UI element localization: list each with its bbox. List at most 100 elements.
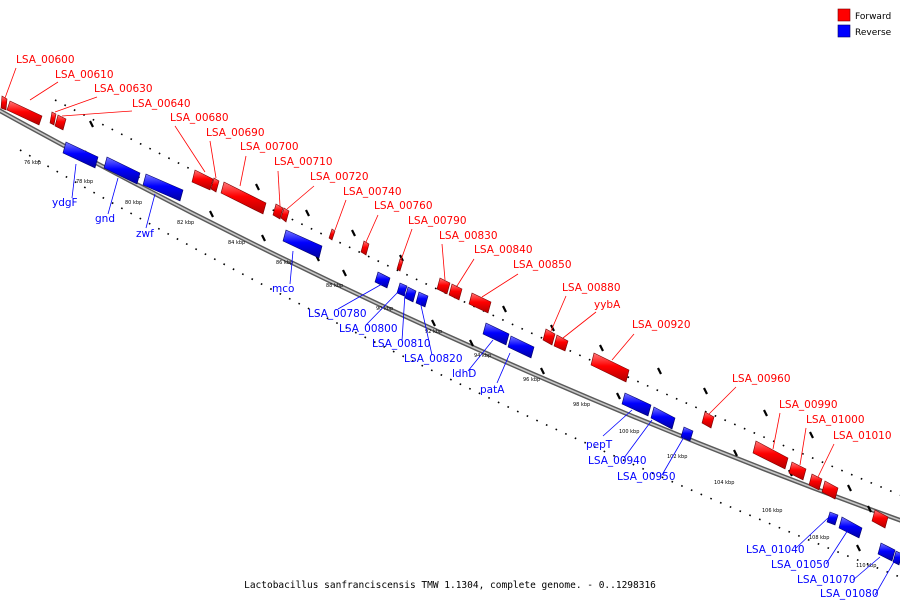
gene-box — [788, 461, 807, 481]
gene-box — [590, 352, 630, 383]
gene-box — [808, 473, 823, 491]
gene-label: yybA — [594, 299, 621, 311]
gene-box — [191, 169, 214, 191]
gene-box — [62, 141, 99, 169]
gene-label: LSA_00960 — [732, 373, 791, 385]
gene-box — [436, 277, 451, 295]
tick-label: 78 kbp — [76, 179, 93, 185]
map-caption: Lactobacillus sanfranciscensis TMW 1.130… — [244, 580, 656, 591]
gene-label: ydgF — [52, 197, 78, 209]
gene-label: ldhD — [452, 368, 476, 380]
gene-label: LSA_00810 — [372, 338, 431, 350]
gene-label: LSA_00820 — [404, 353, 463, 365]
gene-label: LSA_00800 — [339, 323, 398, 335]
gene-box — [752, 440, 789, 470]
tick-label: 76 kbp — [24, 160, 41, 166]
gene-label: mco — [272, 283, 294, 295]
legend: Forward Reverse — [837, 8, 892, 38]
gene-box — [507, 335, 535, 359]
tick-label: 90 kbp — [376, 306, 393, 312]
gene-box — [415, 291, 429, 308]
gene-box — [0, 95, 8, 111]
reverse-gene-boxes — [62, 141, 900, 566]
tick-label: 96 kbp — [523, 377, 540, 383]
gene-label: LSA_00700 — [240, 141, 299, 153]
tick-label: 110 kbp — [856, 563, 876, 569]
gene-label: LSA_01050 — [771, 559, 830, 571]
gene-label: LSA_00630 — [94, 83, 153, 95]
gene-label: LSA_01080 — [820, 588, 879, 600]
tick-label: 106 kbp — [762, 508, 782, 514]
gene-label: LSA_00880 — [562, 282, 621, 294]
gene-label: LSA_00850 — [513, 259, 572, 271]
tick-label: 84 kbp — [228, 240, 245, 246]
tick-label: 108 kbp — [809, 535, 829, 541]
gene-label: LSA_00690 — [206, 127, 265, 139]
legend-swatch-reverse — [837, 24, 851, 38]
track-guides — [19, 99, 900, 578]
gene-box — [272, 203, 284, 220]
gene-label: LSA_01000 — [806, 414, 865, 426]
gene-label: patA — [480, 384, 505, 396]
gene-label: LSA_00710 — [274, 156, 333, 168]
gene-box — [448, 283, 463, 301]
legend-label: Forward — [855, 12, 891, 22]
forward-gene-labels: LSA_00600 LSA_00610 LSA_00630 LSA_00640 … — [16, 54, 892, 442]
gene-label: LSA_00830 — [439, 230, 498, 242]
gene-box — [49, 111, 57, 126]
tick-label: 102 kbp — [667, 454, 687, 460]
legend-swatch-forward — [837, 8, 851, 22]
gene-label: LSA_00740 — [343, 186, 402, 198]
gene-box — [821, 480, 839, 500]
gene-box — [468, 292, 492, 314]
tick-label: 100 kbp — [619, 429, 639, 435]
gene-label: zwf — [136, 228, 154, 240]
gene-label: LSA_01010 — [833, 430, 892, 442]
gene-box — [701, 411, 715, 429]
gene-box — [542, 328, 556, 346]
gene-label: pepT — [586, 439, 613, 451]
gene-label: LSA_00680 — [170, 112, 229, 124]
tick-label: 82 kbp — [177, 220, 194, 226]
tick-label: 80 kbp — [125, 200, 142, 206]
gene-box — [210, 177, 220, 193]
tick-labels: 76 kbp 78 kbp 80 kbp 82 kbp 84 kbp 86 kb… — [24, 160, 876, 569]
gene-label: LSA_01040 — [746, 544, 805, 556]
gene-box — [54, 114, 67, 131]
gene-box — [328, 228, 336, 241]
reverse-gene-labels: ydgF gnd zwf mco LSA_00780 LSA_00800 LSA… — [52, 197, 879, 600]
gene-box — [142, 173, 184, 202]
gene-label: LSA_00990 — [779, 399, 838, 411]
gene-box — [482, 322, 510, 346]
gene-box — [826, 511, 839, 526]
forward-leaders — [4, 67, 835, 478]
gene-box — [280, 207, 290, 223]
gene-label: LSA_00640 — [132, 98, 191, 110]
gene-label: LSA_00940 — [588, 455, 647, 467]
gene-label: LSA_01070 — [797, 574, 856, 586]
gene-box — [220, 181, 267, 215]
gene-label: LSA_00780 — [308, 308, 367, 320]
tick-label: 92 kbp — [425, 329, 442, 335]
legend-item-forward: Forward — [837, 8, 891, 22]
gene-box — [374, 271, 391, 289]
gene-box — [892, 550, 900, 566]
gene-label: LSA_00760 — [374, 200, 433, 212]
backbone — [0, 108, 900, 523]
gene-box — [396, 258, 404, 272]
legend-item-reverse: Reverse — [837, 24, 892, 38]
gene-label: LSA_00840 — [474, 244, 533, 256]
gene-box — [877, 542, 896, 562]
gene-box — [650, 406, 676, 430]
gene-label: LSA_00600 — [16, 54, 75, 66]
gene-box — [404, 286, 417, 303]
tick-label: 98 kbp — [573, 402, 590, 408]
legend-label: Reverse — [855, 28, 892, 38]
gene-box — [282, 229, 323, 259]
gene-box — [103, 156, 141, 185]
gene-label: LSA_00920 — [632, 319, 691, 331]
gene-label: LSA_00610 — [55, 69, 114, 81]
gene-box — [621, 392, 652, 417]
tick-label: 86 kbp — [276, 260, 293, 266]
